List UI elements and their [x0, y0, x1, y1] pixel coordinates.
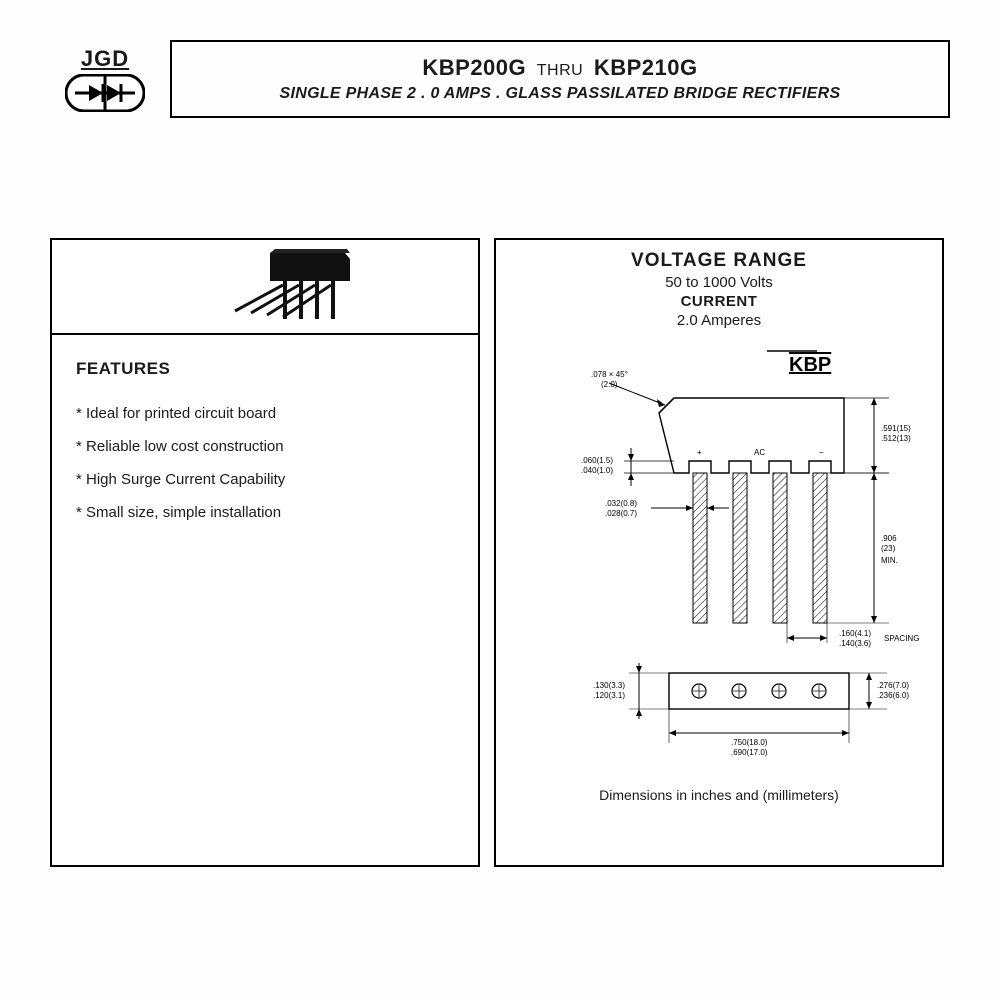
thru-text: THRU	[537, 62, 583, 79]
header-row: JGD KBP200G THRU KBP210G SINGLE PHASE 2 …	[50, 40, 950, 118]
title-box: KBP200G THRU KBP210G SINGLE PHASE 2 . 0 …	[170, 40, 950, 118]
logo-box: JGD	[50, 40, 170, 118]
svg-text:.512(13): .512(13)	[881, 434, 911, 443]
svg-text:.060(1.5): .060(1.5)	[581, 456, 613, 465]
leads	[693, 473, 827, 623]
features-panel: FEATURES Ideal for printed circuit board…	[50, 238, 480, 867]
svg-text:+: +	[697, 448, 702, 457]
feature-item: High Surge Current Capability	[76, 471, 458, 488]
component-icon	[175, 247, 355, 327]
dim-side-width: .276(7.0) .236(6.0)	[849, 673, 909, 709]
svg-text:.040(1.0): .040(1.0)	[581, 466, 613, 475]
dim-width: .591(15) .512(13)	[844, 398, 911, 473]
part-to: KBP210G	[594, 55, 698, 80]
svg-text:AC: AC	[754, 448, 765, 457]
svg-text:MIN.: MIN.	[881, 556, 898, 565]
dim-overall: .750(18.0) .690(17.0)	[669, 709, 849, 757]
svg-text:.591(15): .591(15)	[881, 424, 911, 433]
svg-text:.276(7.0): .276(7.0)	[877, 681, 909, 690]
svg-text:.028(0.7): .028(0.7)	[605, 509, 637, 518]
title-subtitle: SINGLE PHASE 2 . 0 AMPS . GLASS PASSILAT…	[280, 85, 841, 103]
dim-spacing: .160(4.1) .140(3.6) SPACING	[787, 623, 919, 648]
voltage-panel: VOLTAGE RANGE 50 to 1000 Volts CURRENT 2…	[494, 238, 944, 867]
svg-text:.690(17.0): .690(17.0)	[731, 748, 768, 757]
side-view	[669, 673, 849, 709]
mechanical-diagram-area: KBP + AC −	[496, 335, 942, 813]
title-main: KBP200G THRU KBP210G	[422, 55, 697, 81]
mechanical-drawing: KBP + AC −	[509, 343, 929, 773]
package-label: KBP	[789, 354, 831, 376]
feature-item: Ideal for printed circuit board	[76, 405, 458, 422]
dim-body-height: .060(1.5) .040(1.0)	[581, 448, 674, 486]
svg-text:SPACING: SPACING	[884, 634, 919, 643]
svg-text:.906: .906	[881, 534, 897, 543]
voltage-header: VOLTAGE RANGE 50 to 1000 Volts CURRENT 2…	[496, 240, 942, 335]
dimension-units-note: Dimensions in inches and (millimeters)	[599, 787, 839, 803]
features-body: FEATURES Ideal for printed circuit board…	[52, 335, 478, 865]
part-from: KBP200G	[422, 55, 526, 80]
component-image-strip	[52, 240, 478, 335]
svg-text:.236(6.0): .236(6.0)	[877, 691, 909, 700]
datasheet-page: JGD KBP200G THRU KBP210G SINGLE PHASE 2 …	[50, 40, 950, 920]
current-value: 2.0 Amperes	[504, 312, 934, 329]
svg-text:(2.0): (2.0)	[601, 380, 618, 389]
feature-item: Small size, simple installation	[76, 504, 458, 521]
svg-text:−: −	[819, 448, 824, 457]
logo-text: JGD	[81, 46, 129, 72]
feature-item: Reliable low cost construction	[76, 438, 458, 455]
front-view: + AC −	[659, 398, 844, 473]
dim-lead-width: .032(0.8) .028(0.7)	[605, 499, 729, 518]
svg-text:.140(3.6): .140(3.6)	[839, 639, 871, 648]
logo-icon	[65, 74, 145, 112]
svg-text:.750(18.0): .750(18.0)	[731, 738, 768, 747]
svg-text:.130(3.3): .130(3.3)	[593, 681, 625, 690]
svg-text:.120(3.1): .120(3.1)	[593, 691, 625, 700]
voltage-range: 50 to 1000 Volts	[504, 274, 934, 291]
dim-lead-length: .906 (23) MIN.	[827, 473, 898, 623]
svg-text:.078 × 45°: .078 × 45°	[591, 370, 628, 379]
current-title: CURRENT	[504, 293, 934, 310]
svg-text:(23): (23)	[881, 544, 896, 553]
svg-text:.160(4.1): .160(4.1)	[839, 629, 871, 638]
dim-chamfer: .078 × 45° (2.0)	[591, 370, 665, 407]
dim-thickness: .130(3.3) .120(3.1)	[593, 663, 669, 719]
svg-text:.032(0.8): .032(0.8)	[605, 499, 637, 508]
voltage-title: VOLTAGE RANGE	[504, 250, 934, 272]
panels-row: FEATURES Ideal for printed circuit board…	[50, 238, 950, 867]
features-heading: FEATURES	[76, 359, 458, 379]
